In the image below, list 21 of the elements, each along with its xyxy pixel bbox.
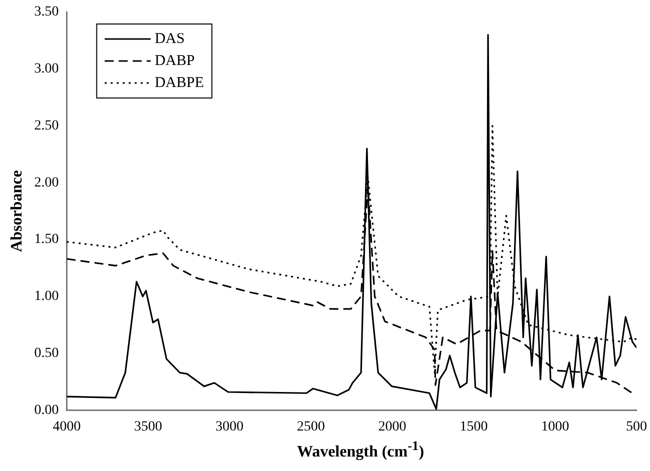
y-tick-label: 2.50 [34,118,59,134]
y-axis-title: Absorbance [8,170,26,252]
legend-label: DABPE [154,74,204,91]
legend-label: DABP [154,52,195,69]
y-tick-label: 0.00 [34,402,59,418]
x-tick-label: 2500 [296,419,325,434]
x-tick-label: 1500 [460,419,488,434]
x-tick-label: 1000 [541,419,570,434]
y-tick-label: 1.50 [34,232,59,248]
x-tick-label: 4000 [52,419,81,434]
y-tick-label: 3.00 [34,62,59,77]
y-tick-label: 1.00 [34,289,59,304]
x-tick-label: 2000 [378,419,406,434]
y-tick-label: 0.50 [34,346,59,361]
x-tick-label: 3500 [134,419,162,434]
y-tick-label: 3.50 [34,4,59,20]
x-tick-label: 500 [626,419,647,434]
y-tick-label: 2.00 [34,175,59,190]
x-tick-label: 3000 [216,419,244,434]
x-axis-title: Wavelength (cm$^{-1}$) [296,438,426,462]
legend-label: DAS [154,30,185,47]
